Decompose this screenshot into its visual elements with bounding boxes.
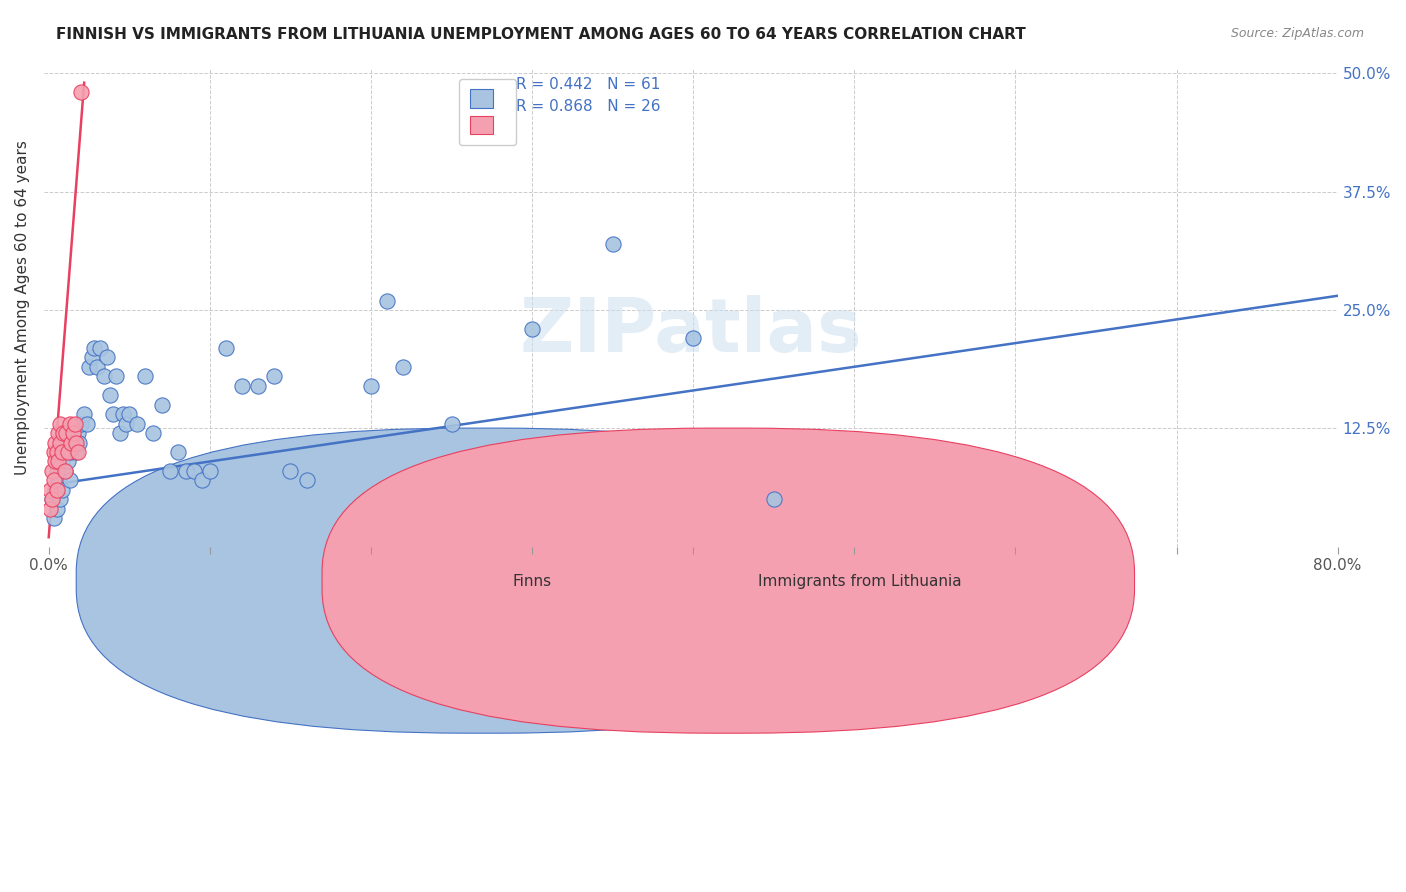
Point (49, 492, 72, 507)
Point (55, 435, 77, 450)
Point (115, 417, 138, 431)
Point (41, 492, 63, 507)
Point (231, 378, 253, 392)
Point (51, 454, 73, 468)
Point (77, 359, 100, 374)
Point (39, 483, 62, 497)
Point (93, 369, 115, 384)
Point (295, 474, 318, 488)
Point (520, 322, 543, 336)
Point (98, 388, 121, 402)
Point (45, 445, 67, 459)
Point (118, 407, 141, 421)
Point (111, 407, 134, 421)
Point (45, 501, 67, 516)
Point (73, 407, 96, 421)
Point (66, 445, 89, 459)
Point (86, 359, 108, 374)
FancyBboxPatch shape (76, 428, 889, 733)
Legend: , : , (460, 78, 516, 145)
Point (45, 483, 67, 497)
Point (96, 351, 118, 365)
Point (41, 464, 63, 478)
Point (44, 454, 66, 468)
Point (42, 511, 65, 525)
Text: FINNISH VS IMMIGRANTS FROM LITHUANIA UNEMPLOYMENT AMONG AGES 60 TO 64 YEARS CORR: FINNISH VS IMMIGRANTS FROM LITHUANIA UNE… (56, 27, 1026, 42)
Point (682, 331, 704, 345)
Point (89, 341, 111, 355)
Point (360, 378, 382, 392)
Point (62, 426, 84, 441)
Point (247, 378, 270, 392)
Point (49, 435, 72, 450)
Point (83, 341, 105, 355)
Point (62, 426, 84, 441)
Point (263, 369, 285, 384)
Point (66, 426, 89, 441)
Point (42, 474, 65, 488)
Point (48, 426, 70, 441)
Point (70, 417, 93, 431)
Text: R = 0.442   N = 61: R = 0.442 N = 61 (516, 77, 661, 92)
Point (51, 445, 73, 459)
Point (53, 464, 76, 478)
Point (101, 407, 124, 421)
Point (52, 426, 75, 441)
Point (56, 445, 79, 459)
Text: Immigrants from Lithuania: Immigrants from Lithuania (758, 574, 962, 589)
Point (41, 492, 63, 507)
Point (375, 293, 398, 308)
Point (48, 454, 70, 468)
Point (44, 435, 66, 450)
Point (60, 445, 83, 459)
Point (55, 426, 77, 441)
Point (105, 369, 128, 384)
Point (183, 464, 205, 478)
Point (191, 474, 214, 488)
Point (174, 464, 197, 478)
Point (150, 398, 173, 412)
Text: ZIPatlas: ZIPatlas (519, 295, 862, 368)
Point (127, 417, 149, 431)
FancyBboxPatch shape (322, 428, 1135, 733)
Point (59, 417, 82, 431)
Point (762, 492, 785, 507)
Text: Source: ZipAtlas.com: Source: ZipAtlas.com (1230, 27, 1364, 40)
Point (142, 426, 165, 441)
Point (59, 474, 82, 488)
Point (76, 417, 98, 431)
Point (392, 359, 415, 374)
Point (51, 483, 73, 497)
Point (63, 435, 86, 450)
Text: R = 0.868   N = 26: R = 0.868 N = 26 (516, 99, 661, 113)
Point (215, 341, 238, 355)
Point (108, 426, 131, 441)
Point (44, 483, 66, 497)
Point (440, 417, 463, 431)
Point (49, 417, 72, 431)
Point (159, 464, 181, 478)
Point (280, 464, 302, 478)
Point (65, 445, 87, 459)
Point (56, 454, 79, 468)
Text: Finns: Finns (512, 574, 551, 589)
Point (63, 417, 86, 431)
Point (134, 369, 156, 384)
Point (198, 464, 221, 478)
Point (39, 501, 62, 516)
Point (82, 351, 104, 365)
Point (65, 435, 87, 450)
Point (60, 435, 83, 450)
Point (42, 445, 65, 459)
Point (70, 85, 93, 99)
Point (166, 445, 188, 459)
Point (67, 435, 90, 450)
Point (53, 464, 76, 478)
Point (602, 236, 624, 251)
Y-axis label: Unemployment Among Ages 60 to 64 years: Unemployment Among Ages 60 to 64 years (15, 140, 30, 475)
Point (52, 445, 75, 459)
Point (48, 474, 70, 488)
Point (45, 464, 67, 478)
